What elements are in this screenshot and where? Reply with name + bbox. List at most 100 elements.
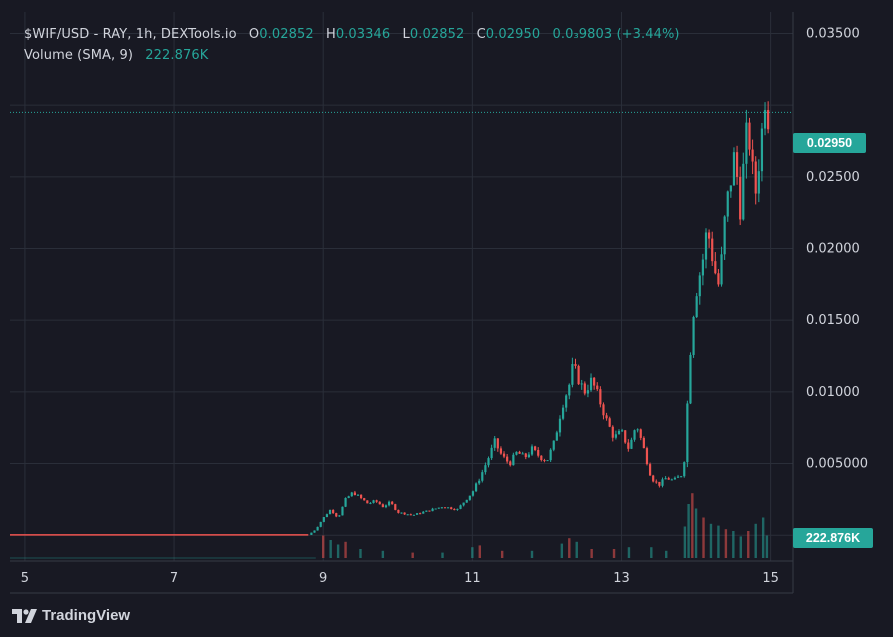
candle-body xyxy=(602,404,605,416)
x-tick-label: 15 xyxy=(762,571,779,586)
candle-body xyxy=(639,429,642,438)
volume-bar xyxy=(359,549,362,558)
candle-body xyxy=(748,122,751,150)
candle-body xyxy=(499,448,503,454)
candle-body xyxy=(667,478,670,480)
candle-body xyxy=(614,434,617,438)
symbol-label[interactable]: $WIF/USD - RAY, 1h, DEXTools.io xyxy=(24,27,237,42)
time-axis[interactable]: 5 7 9 11 13 15 xyxy=(21,571,779,586)
candle-body xyxy=(325,514,329,518)
candle-body xyxy=(384,505,388,508)
candle-body xyxy=(624,430,627,443)
candle-body xyxy=(680,476,683,478)
candle-body xyxy=(658,481,661,486)
candle-body xyxy=(664,478,667,480)
volume-bar xyxy=(702,517,705,558)
open-label: O xyxy=(248,27,260,42)
candle-body xyxy=(428,510,431,512)
candle-body xyxy=(338,515,341,517)
candle-body xyxy=(555,432,558,441)
candle-body xyxy=(481,472,484,481)
candle-body xyxy=(490,447,493,459)
candle-body xyxy=(313,530,316,533)
candle-body xyxy=(543,460,546,462)
candle-body xyxy=(341,506,344,516)
volume-bar xyxy=(560,543,564,558)
candle-body xyxy=(617,430,621,435)
candle-body xyxy=(419,513,422,515)
candle-body xyxy=(552,440,555,450)
candle-body xyxy=(462,502,465,506)
candle-body xyxy=(496,438,499,449)
ohlc-row: $WIF/USD - RAY, 1h, DEXTools.io O 0.02852… xyxy=(24,24,680,45)
candle-body xyxy=(537,449,540,456)
volume-bar xyxy=(761,517,765,558)
candle-body xyxy=(344,497,347,507)
low-value: 0.02852 xyxy=(409,27,465,42)
candle-body xyxy=(757,171,760,194)
x-tick-label: 9 xyxy=(319,571,327,586)
volume-bar xyxy=(739,536,742,558)
candle-body xyxy=(310,532,313,535)
volume-bar xyxy=(665,550,668,558)
volume-label[interactable]: Volume (SMA, 9) xyxy=(24,48,134,63)
volume-bar xyxy=(732,531,735,558)
candle-body xyxy=(515,451,518,455)
candle-body xyxy=(456,508,459,510)
volume-bar xyxy=(336,544,340,558)
change-value: 0.0₃9803 (+3.44%) xyxy=(552,27,680,42)
candle-body xyxy=(645,448,649,465)
volume-bar xyxy=(650,547,653,558)
candle-body xyxy=(372,500,375,503)
candle-body xyxy=(608,418,611,427)
candle-body xyxy=(332,509,335,514)
volume-bar xyxy=(590,549,593,558)
candle-body xyxy=(717,273,720,285)
volume-bar xyxy=(683,526,687,558)
candle-body xyxy=(704,232,708,260)
candle-body xyxy=(732,152,736,186)
tradingview-brand[interactable]: TradingView xyxy=(12,604,130,626)
x-tick-label: 13 xyxy=(613,571,630,586)
candle-body xyxy=(524,453,527,458)
candle-body xyxy=(400,512,403,514)
close-label: C xyxy=(476,27,486,42)
candle-body xyxy=(742,163,745,220)
candle-body xyxy=(596,385,599,390)
candle-body xyxy=(642,437,645,449)
x-tick-label: 7 xyxy=(170,571,178,586)
volume-value: 222.876K xyxy=(145,48,209,63)
candle-body xyxy=(661,479,664,486)
candle-body xyxy=(394,504,397,510)
candle-body xyxy=(695,296,698,318)
candle-body xyxy=(568,384,571,396)
candle-body xyxy=(391,501,394,505)
candle-body xyxy=(593,377,596,386)
volume-bar xyxy=(568,538,571,558)
candle-body xyxy=(540,455,543,461)
candle-body xyxy=(546,460,549,462)
candle-body xyxy=(689,354,692,404)
candle-body xyxy=(381,504,384,508)
y-tick-label: 0.01000 xyxy=(806,385,860,400)
candle-body xyxy=(586,390,590,394)
candle-body xyxy=(729,185,732,192)
low-label: L xyxy=(402,27,410,42)
candle-body xyxy=(751,149,754,162)
candle-body xyxy=(735,152,739,177)
candle-body xyxy=(745,122,748,164)
volume-bar xyxy=(691,493,694,558)
volume-bar xyxy=(471,547,474,558)
candle-body xyxy=(686,403,689,463)
volume-bar xyxy=(530,550,534,558)
candle-body xyxy=(434,508,437,510)
candle-body xyxy=(415,513,419,515)
candle-body xyxy=(319,521,322,527)
volume-bar xyxy=(724,529,728,558)
candle-body xyxy=(459,505,462,509)
candle-body xyxy=(471,491,475,496)
candle-body xyxy=(754,161,757,194)
candle-body xyxy=(636,429,639,431)
candle-body xyxy=(558,418,562,433)
